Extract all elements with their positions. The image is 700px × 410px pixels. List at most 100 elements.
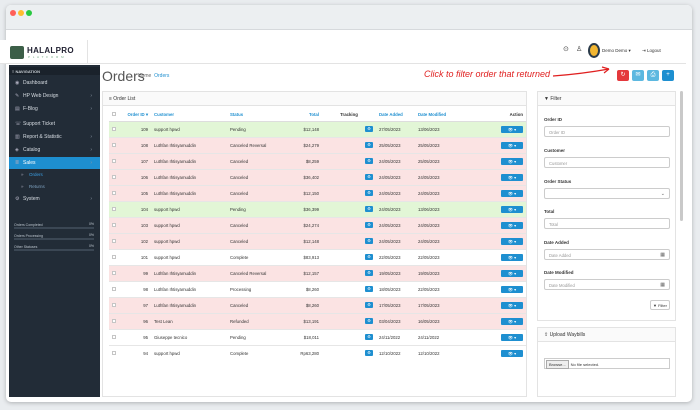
row-checkbox[interactable] [112,206,116,211]
breadcrumb-current[interactable]: Orders [154,73,170,79]
view-edit-dropdown-button[interactable]: 👁 ▾ [501,349,523,357]
sidebar-item-support-ticket[interactable]: ☏ Support Ticket [9,118,100,130]
user-icon[interactable]: ♙ [576,46,583,53]
tracking-button[interactable]: ⚙ [365,302,373,308]
add-order-button[interactable]: + [662,70,674,81]
view-edit-dropdown-button[interactable]: 👁 ▾ [501,301,523,309]
table-row[interactable]: 107 Luthfan Ihtisyamuddin Canceled $8,259 ⚙ 2… [109,152,526,169]
row-checkbox[interactable] [112,286,116,291]
maximize-window-button[interactable] [26,10,32,16]
minimize-window-button[interactable] [18,10,24,16]
tracking-button[interactable]: ⚙ [365,238,373,244]
view-edit-dropdown-button[interactable]: 👁 ▾ [501,269,523,277]
tracking-button[interactable]: ⚙ [365,318,373,324]
row-checkbox[interactable] [112,190,116,195]
table-row[interactable]: 106 Luthfan Ihtisyamuddin Canceled $36,402 ⚙… [109,168,526,185]
browse-button[interactable]: Browse... [546,360,569,369]
column-header[interactable]: Action [463,109,526,122]
sidebar-item-hp-web-design[interactable]: ✎ HP Web Design › [9,90,100,102]
table-row[interactable]: 96 Test Lean Refunded $13,191 ⚙ 03/04/2023 16/… [109,312,526,329]
view-edit-dropdown-button[interactable]: 👁 ▾ [501,317,523,325]
mail-button[interactable]: ✉ [632,70,644,81]
sidebar-item-sales[interactable]: ≣ Sales › [9,157,100,169]
column-header[interactable]: Order ID ▾ [121,109,151,122]
scrollbar[interactable] [680,91,683,221]
sidebar-item-orders[interactable]: » Orders [9,169,100,181]
sidebar-item-report-statistic[interactable]: ▥ Report & Statistic › [9,131,100,143]
sidebar-item-dashboard[interactable]: ◉ Dashboard [9,77,100,89]
tracking-button[interactable]: ⚙ [365,350,373,357]
view-edit-dropdown-button[interactable]: 👁 ▾ [501,205,523,213]
tracking-button[interactable]: ⚙ [365,190,373,196]
table-row[interactable]: 99 Luthfan Ihtisyamuddin Canceled Reversal… [109,264,526,281]
view-edit-dropdown-button[interactable]: 👁 ▾ [501,125,523,133]
row-checkbox[interactable] [112,270,116,275]
row-checkbox[interactable] [112,238,116,243]
filter-button[interactable]: ▼ Filter [650,300,670,310]
row-checkbox[interactable] [112,334,116,339]
table-row[interactable]: 95 Giuseppe tecnico Pending $18,011 ⚙ 24/11/2… [109,328,526,345]
order-status-input[interactable]: ⌄ [544,188,670,199]
row-checkbox[interactable] [112,174,116,179]
view-edit-dropdown-button[interactable]: 👁 ▾ [501,253,523,261]
table-row[interactable]: 94 support hpwd Complete Rp63,280 ⚙ 12/10/202… [109,344,526,361]
tracking-button[interactable]: ⚙ [365,174,373,180]
column-header[interactable]: Tracking [322,109,376,122]
tracking-button[interactable]: ⚙ [365,334,373,340]
calendar-icon[interactable]: ▦ [660,252,665,258]
table-row[interactable]: 105 Luthfan Ihtisyamuddin Canceled $12,150 ⚙… [109,184,526,201]
table-row[interactable]: 97 Luthfan Ihtisyamuddin Canceled $8,260 ⚙ 17… [109,296,526,313]
row-checkbox[interactable] [112,254,116,259]
row-checkbox[interactable] [112,350,116,355]
view-edit-dropdown-button[interactable]: 👁 ▾ [501,189,523,197]
table-row[interactable]: 101 support hpwd Complete $83,913 ⚙ 22/05/202… [109,248,526,265]
clock-icon[interactable]: ⊙ [563,46,569,53]
calendar-icon[interactable]: ▦ [660,282,665,288]
date-modified-input[interactable]: Date Modified ▦ [544,279,670,290]
order-id-input[interactable]: Order ID [544,126,670,137]
column-header[interactable]: Date Modified [415,109,463,122]
file-input[interactable]: Browse... No file selected. [544,358,670,369]
row-checkbox[interactable] [112,302,116,307]
date-added-input[interactable]: Date Added ▦ [544,249,670,260]
row-checkbox[interactable] [112,142,116,147]
tracking-button[interactable]: ⚙ [365,126,373,132]
total-input[interactable]: Total [544,218,670,229]
column-header[interactable]: Customer [151,109,227,122]
row-checkbox[interactable] [112,158,116,163]
tracking-button[interactable]: ⚙ [365,158,373,164]
row-checkbox[interactable] [112,222,116,227]
tracking-button[interactable]: ⚙ [365,206,373,212]
table-row[interactable]: 98 Luthfan Ihtisyamuddin Processing $8,260 ⚙… [109,280,526,297]
table-row[interactable]: 104 support hpwd Pending $36,399 ⚙ 24/05/2023… [109,200,526,217]
table-row[interactable]: 109 support hpwd Pending $12,148 ⚙ 27/05/2023… [109,120,526,137]
column-header[interactable]: Status [227,109,281,122]
table-row[interactable]: 102 support hpwd Canceled $12,148 ⚙ 24/05/202… [109,232,526,249]
row-checkbox[interactable] [112,318,116,323]
user-menu[interactable]: Demo Demo ▾ [602,48,631,53]
checkbox[interactable] [112,112,116,117]
view-edit-dropdown-button[interactable]: 👁 ▾ [501,173,523,181]
view-edit-dropdown-button[interactable]: 👁 ▾ [501,141,523,149]
tracking-button[interactable]: ⚙ [365,142,373,148]
table-row[interactable]: 103 support hpwd Canceled $24,274 ⚙ 24/05/202… [109,216,526,233]
avatar[interactable] [588,43,600,58]
print-button[interactable]: ⎙ [647,70,659,81]
breadcrumb-home[interactable]: Home [138,73,152,79]
tracking-button[interactable]: ⚙ [365,254,373,260]
sidebar-item-returns[interactable]: » Returns [9,181,100,193]
table-row[interactable]: 108 Luthfan Ihtisyamuddin Canceled Reversa… [109,136,526,153]
sidebar-item-f-blog[interactable]: ▤ F-Blog › [9,103,100,115]
column-header[interactable]: Total [281,109,322,122]
sidebar-item-catalog[interactable]: ◈ Catalog › [9,144,100,156]
view-edit-dropdown-button[interactable]: 👁 ▾ [501,157,523,165]
view-edit-dropdown-button[interactable]: 👁 ▾ [501,237,523,245]
view-edit-dropdown-button[interactable]: 👁 ▾ [501,285,523,293]
returned-filter-button[interactable]: ↻ [617,70,629,81]
row-checkbox[interactable] [112,126,116,131]
view-edit-dropdown-button[interactable]: 👁 ▾ [501,221,523,229]
tracking-button[interactable]: ⚙ [365,286,373,292]
select-all-checkbox[interactable] [109,109,121,122]
tracking-button[interactable]: ⚙ [365,270,373,276]
logout-link[interactable]: ⇥ Logout [642,48,661,53]
